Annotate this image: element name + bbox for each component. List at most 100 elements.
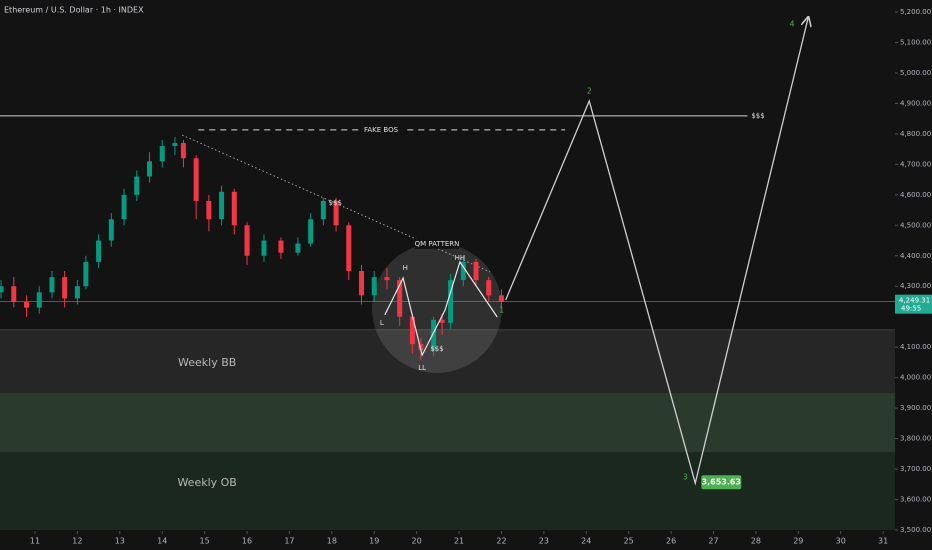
annotation: QM PATTERN [415, 240, 460, 248]
candle-body [121, 194, 127, 220]
candle-body [74, 286, 80, 299]
y-tick-label: 3,900.00 [900, 404, 931, 412]
x-tick-label: 18 [327, 537, 337, 546]
candle-body [0, 286, 4, 293]
candle-body [371, 277, 377, 296]
annotation: L [380, 319, 384, 327]
y-tick-label: 5,200.00 [900, 8, 931, 16]
candle-body [320, 200, 326, 220]
x-tick-label: 30 [836, 537, 846, 546]
y-tick-label: 4,300.00 [900, 282, 931, 290]
zone [0, 329, 895, 393]
candle-body [308, 219, 314, 244]
wave-label: 3 [683, 473, 688, 482]
y-tick-label: 3,700.00 [900, 465, 931, 473]
zone [0, 451, 895, 530]
candle-body [96, 240, 102, 262]
wave-label: 1 [499, 305, 504, 314]
candle-body [206, 200, 212, 220]
candle-body [261, 240, 267, 256]
x-tick-label: 13 [115, 537, 125, 546]
x-tick-label: 11 [30, 537, 40, 546]
annotation: $$$ [329, 199, 342, 207]
candle-body [36, 292, 42, 308]
candle-body [384, 277, 390, 281]
y-tick-label: 4,100.00 [900, 343, 931, 351]
candle-body [460, 261, 466, 281]
y-tick-label: 4,800.00 [900, 130, 931, 138]
annotation: H [403, 264, 408, 272]
x-tick-label: 31 [878, 537, 888, 546]
candle-body [11, 286, 17, 302]
projection-path [505, 18, 808, 486]
annotation: HH [455, 254, 466, 262]
y-tick-label: 3,500.00 [900, 526, 931, 534]
candle-body [473, 261, 479, 281]
candle-body [359, 271, 365, 296]
candle-body [134, 176, 140, 195]
candle-body [244, 225, 250, 256]
price-axis [895, 0, 932, 550]
x-tick-label: 14 [157, 537, 167, 546]
candle-body [108, 219, 114, 241]
y-tick-label: 4,600.00 [900, 191, 931, 199]
annotation: Weekly OB [177, 476, 236, 489]
candle-body [333, 200, 339, 226]
candle-body [83, 261, 89, 287]
candle-body [409, 316, 415, 345]
annotation: $$$ [430, 345, 443, 353]
y-tick-label: 3,600.00 [900, 496, 931, 504]
y-tick-label: 4,900.00 [900, 99, 931, 107]
annotation: FAKE BOS [364, 126, 399, 134]
x-tick-label: 19 [369, 537, 379, 546]
annotation-bg [359, 124, 404, 135]
value-label: 3,653.63 [702, 478, 741, 487]
annotation: LL [418, 364, 426, 372]
x-tick-label: 28 [751, 537, 761, 546]
x-tick-label: 15 [200, 537, 210, 546]
candle-body [397, 280, 403, 317]
candle-body [346, 225, 352, 271]
candle-body [24, 301, 30, 308]
wave-label: 2 [587, 86, 592, 95]
candle-body [448, 280, 454, 323]
candle-body [159, 146, 165, 162]
candle-body [62, 277, 68, 299]
zone [0, 392, 895, 452]
x-tick-label: 27 [708, 537, 718, 546]
y-tick-label: 4,700.00 [900, 160, 931, 168]
x-tick-label: 17 [284, 537, 294, 546]
y-tick-label: 5,000.00 [900, 69, 931, 77]
x-tick-label: 24 [581, 537, 591, 546]
x-tick-label: 12 [72, 537, 82, 546]
highlight-circle [372, 243, 502, 373]
x-tick-label: 20 [412, 537, 422, 546]
candle-body [486, 280, 492, 296]
time-axis [0, 531, 932, 550]
x-tick-label: 23 [539, 537, 549, 546]
annotation-bg [415, 238, 460, 249]
y-tick-label: 5,100.00 [900, 38, 931, 46]
candle-body [193, 158, 199, 201]
value-label-box [701, 475, 742, 490]
qm-path [384, 260, 498, 357]
candle-body [172, 143, 178, 147]
x-tick-label: 29 [793, 537, 803, 546]
candle-body [439, 319, 445, 323]
candle-body [231, 191, 237, 226]
candle-body [278, 240, 284, 253]
annotation: Weekly BB [178, 356, 236, 369]
y-tick-label: 4,000.00 [900, 374, 931, 382]
candle-body [431, 319, 437, 351]
chart-title: Ethereum / U.S. Dollar · 1h · INDEX [4, 6, 144, 15]
x-tick-label: 25 [624, 537, 634, 546]
last-price-label: 4,249.31 [899, 297, 930, 305]
candle-body [146, 161, 152, 177]
candle-body [498, 295, 504, 302]
wave-label: 4 [790, 20, 795, 29]
y-tick-label: 4,500.00 [900, 221, 931, 229]
x-tick-label: 16 [242, 537, 252, 546]
countdown-label: 49:55 [901, 305, 921, 313]
candle-body [180, 143, 186, 159]
